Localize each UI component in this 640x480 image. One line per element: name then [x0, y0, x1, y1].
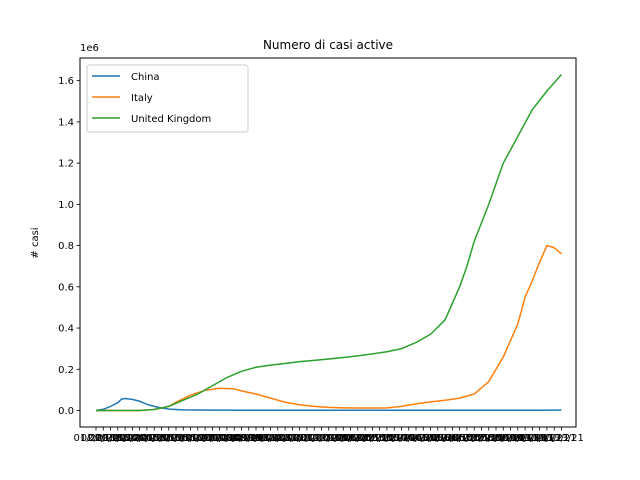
x-tick-label: 12/07/20: [306, 433, 351, 444]
x-tick-label: 06/10/20: [175, 433, 220, 444]
y-axis-label: # casi: [30, 227, 41, 258]
x-tick-label: 11/27/20: [299, 433, 344, 444]
y-tick-label: 0.4: [58, 324, 74, 335]
x-tick-label: 01/06/21: [328, 433, 373, 444]
legend-label-2: United Kingdom: [131, 114, 211, 125]
series-line-0: [95, 397, 562, 412]
x-tick-label: 04/06/21: [394, 433, 439, 444]
plot-frame: [79, 57, 577, 428]
x-tick-label: 10/23/21: [539, 433, 584, 444]
x-tick-label: 04/26/21: [408, 433, 453, 444]
x-tick-label: 10/28/20: [277, 433, 322, 444]
x-tick-label: 12/17/20: [314, 433, 359, 444]
x-tick-label: 04/16/21: [401, 433, 446, 444]
y-tick-label: 0.8: [58, 241, 74, 252]
x-tick-label: 07/15/21: [466, 433, 511, 444]
x-tick-label: 03/22/20: [117, 433, 162, 444]
x-tick-label: 04/11/20: [132, 433, 177, 444]
x-tick-label: 09/23/21: [517, 433, 562, 444]
legend-label-1: Italy: [131, 93, 153, 104]
y-tick-label: 0.2: [58, 365, 74, 376]
x-tick-label: 07/20/20: [204, 433, 249, 444]
x-tick-label: 02/25/21: [364, 433, 409, 444]
x-tick-label: 09/03/21: [503, 433, 548, 444]
x-tick-label: 06/25/21: [452, 433, 497, 444]
x-tick-label: 05/26/21: [430, 433, 475, 444]
y-offset-text: 1e6: [80, 43, 99, 54]
x-tick-label: 10/03/21: [524, 433, 569, 444]
x-tick-label: 04/01/20: [124, 433, 169, 444]
x-tick-label: 09/13/21: [510, 433, 555, 444]
x-tick-label: 09/28/20: [255, 433, 300, 444]
legend-label-0: China: [131, 72, 160, 83]
x-tick-label: 01/26/21: [343, 433, 388, 444]
y-tick-label: 0.0: [58, 406, 74, 417]
x-tick-label: 06/20/20: [183, 433, 228, 444]
x-tick-label: 08/19/20: [226, 433, 271, 444]
x-tick-label: 03/12/20: [110, 433, 155, 444]
series-layer: [95, 73, 563, 412]
x-tick-label: 09/08/20: [241, 433, 286, 444]
y-tick-label: 1.0: [58, 200, 74, 211]
legend-box: [86, 64, 249, 133]
series-line-2: [96, 73, 563, 412]
x-tick-label: 02/15/21: [357, 433, 402, 444]
x-tick-label: 07/30/20: [212, 433, 257, 444]
x-tick-label: 11/07/20: [284, 433, 329, 444]
x-tick-label: 05/16/21: [423, 433, 468, 444]
x-tick-label: 06/30/20: [190, 433, 235, 444]
x-tick-label: 09/18/20: [248, 433, 293, 444]
x-tick-label: 07/10/20: [197, 433, 242, 444]
x-tick-label: 03/17/21: [379, 433, 424, 444]
x-tick-label: 01/22/20: [74, 433, 119, 444]
x-tick-label: 03/27/21: [386, 433, 431, 444]
x-tick-label: 08/29/20: [234, 433, 279, 444]
x-tick-label: 08/24/21: [495, 433, 540, 444]
x-tick-label: 04/21/20: [139, 433, 184, 444]
y-tick-label: 1.2: [58, 159, 74, 170]
y-tick-label: 0.6: [58, 282, 74, 293]
x-tick-label: 05/06/21: [415, 433, 460, 444]
x-tick-label: 02/05/21: [350, 433, 395, 444]
x-tick-label: 03/07/21: [372, 433, 417, 444]
x-tick-label: 12/27/20: [321, 433, 366, 444]
y-tick-label: 1.6: [58, 76, 74, 87]
x-tick-label: 08/09/20: [219, 433, 264, 444]
x-tick-label: 10/08/20: [263, 433, 308, 444]
y-tick-label: 1.4: [58, 117, 74, 128]
x-tick-label: 05/01/20: [146, 433, 191, 444]
x-tick-label: 10/13/21: [532, 433, 577, 444]
x-tick-label: 05/21/20: [161, 433, 206, 444]
x-tick-label: 06/05/21: [437, 433, 482, 444]
x-tick-label: 07/25/21: [474, 433, 519, 444]
x-tick-label: 11/17/20: [292, 433, 337, 444]
x-tick-label: 05/31/20: [168, 433, 213, 444]
x-tick-label: 02/21/20: [95, 433, 140, 444]
x-tick-label: 08/14/21: [488, 433, 533, 444]
y-axis: 0.0 0.2 0.4 0.6 0.8 1.0 1.2 1.4 1.6: [58, 76, 80, 417]
x-tick-label: 08/04/21: [481, 433, 526, 444]
x-tick-label: 10/18/20: [270, 433, 315, 444]
x-tick-label: 05/11/20: [154, 433, 199, 444]
x-tick-label: 01/16/21: [335, 433, 380, 444]
chart-title: Numero di casi active: [263, 38, 393, 52]
x-tick-label: 06/15/21: [444, 433, 489, 444]
x-tick-label: 07/05/21: [459, 433, 504, 444]
series-line-1: [96, 244, 562, 412]
legend: China Italy United Kingdom: [86, 64, 249, 133]
plot-area: 0.00.20.40.60.81.01.21.41.6 01/22/2002/0…: [58, 57, 584, 444]
x-tick-label: 03/02/20: [103, 433, 148, 444]
x-tick-label: 02/01/20: [81, 433, 126, 444]
x-axis: 01/22/2002/01/2002/11/2002/21/2003/02/20…: [74, 427, 584, 444]
x-tick-label: 02/11/20: [88, 433, 133, 444]
